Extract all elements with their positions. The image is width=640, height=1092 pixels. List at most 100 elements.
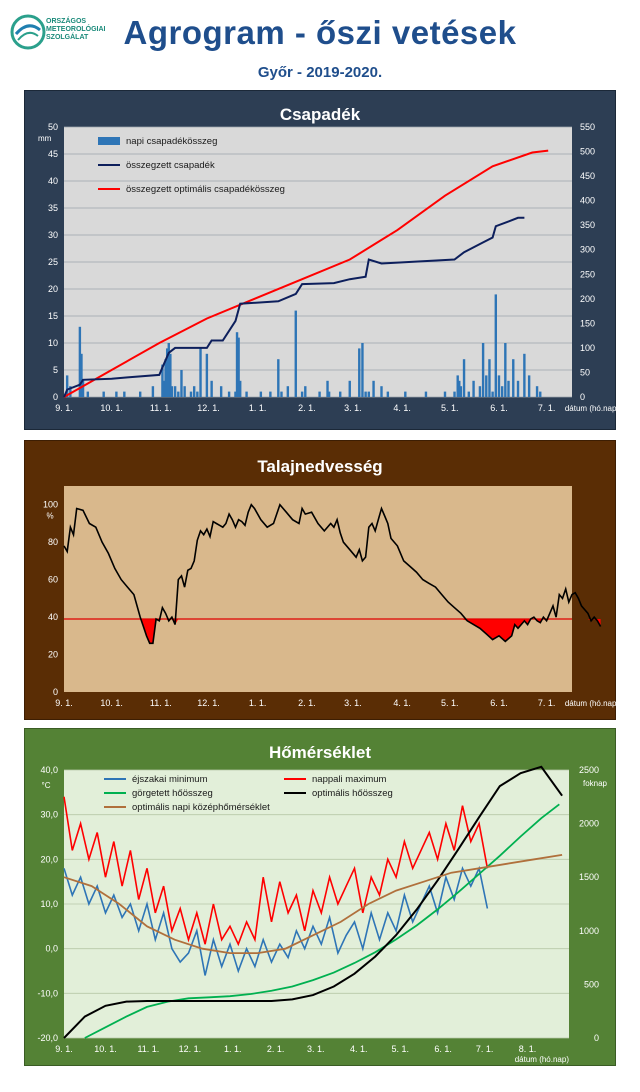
y2-tick-label: 0 bbox=[580, 392, 585, 402]
precipitation-bar bbox=[162, 380, 166, 397]
legend-label: napi csapadékösszeg bbox=[126, 136, 217, 147]
page-subtitle: Győr - 2019-2020. bbox=[257, 64, 383, 81]
x-tick-label: 5. 1. bbox=[391, 1044, 409, 1054]
precipitation-panel: Csapadék05101520253035404550050100150200… bbox=[24, 90, 616, 430]
precipitation-bar bbox=[167, 343, 170, 397]
precipitation-bar bbox=[237, 337, 240, 397]
precipitation-bar bbox=[80, 353, 83, 397]
x-axis-label: dátum (hó.nap) bbox=[565, 404, 616, 413]
legend-label: optimális hőösszeg bbox=[312, 788, 393, 799]
precipitation-bar bbox=[458, 380, 461, 397]
y-tick-label: 20 bbox=[48, 284, 58, 294]
precipitation-bar bbox=[485, 375, 488, 397]
y-tick-label: 30 bbox=[48, 230, 58, 240]
precipitation-bar bbox=[497, 375, 501, 397]
precipitation-bar bbox=[467, 391, 471, 397]
x-axis-label: dátum (hó.nap) bbox=[515, 1055, 570, 1064]
x-tick-label: 6. 1. bbox=[490, 698, 508, 708]
precipitation-bar bbox=[199, 348, 202, 397]
x-tick-label: 12. 1. bbox=[197, 403, 220, 413]
chart-title: Talajnedvesség bbox=[257, 457, 382, 476]
y2-tick-label: 300 bbox=[580, 245, 595, 255]
y2-tick-label: 2000 bbox=[579, 819, 599, 829]
y-tick-label: 100 bbox=[43, 500, 58, 510]
precipitation-bar bbox=[196, 391, 199, 397]
series-line bbox=[63, 854, 563, 954]
y2-axis-unit: foknap bbox=[583, 779, 608, 788]
y2-tick-label: 500 bbox=[580, 147, 595, 157]
y-tick-label: 0,0 bbox=[45, 944, 58, 954]
legend-label: összegzett csapadék bbox=[126, 160, 215, 171]
x-tick-label: 9. 1. bbox=[55, 403, 73, 413]
y2-tick-label: 400 bbox=[580, 196, 595, 206]
x-tick-label: 6. 1. bbox=[434, 1044, 452, 1054]
y-tick-label: -10,0 bbox=[37, 988, 58, 998]
x-tick-label: 3. 1. bbox=[344, 403, 362, 413]
precipitation-bar bbox=[372, 380, 375, 397]
x-tick-label: 11. 1. bbox=[150, 403, 172, 413]
x-tick-label: 10. 1. bbox=[100, 698, 123, 708]
x-tick-label: 3. 1. bbox=[307, 1044, 325, 1054]
precipitation-bar bbox=[81, 380, 85, 397]
logo-icon bbox=[10, 14, 46, 50]
y-axis-unit: °C bbox=[42, 781, 51, 790]
precipitation-bar bbox=[300, 391, 304, 397]
precipitation-bar bbox=[535, 386, 539, 397]
precipitation-bar bbox=[115, 391, 118, 397]
y2-tick-label: 1000 bbox=[579, 926, 599, 936]
y-tick-label: 10 bbox=[48, 338, 58, 348]
x-tick-label: 5. 1. bbox=[441, 698, 459, 708]
y-tick-label: 10,0 bbox=[40, 899, 58, 909]
y-axis-unit: % bbox=[46, 512, 53, 521]
y2-tick-label: 200 bbox=[580, 294, 595, 304]
y-tick-label: 0 bbox=[53, 392, 58, 402]
y-tick-label: 80 bbox=[48, 537, 58, 547]
precipitation-bar bbox=[177, 391, 180, 397]
cumulative-precip-line bbox=[63, 216, 525, 398]
deficit-area bbox=[140, 619, 601, 644]
x-tick-label: 9. 1. bbox=[55, 698, 73, 708]
y2-tick-label: 550 bbox=[580, 122, 595, 132]
precipitation-bar bbox=[424, 391, 428, 397]
precipitation-bar bbox=[164, 359, 167, 397]
precipitation-bar bbox=[481, 343, 485, 397]
precipitation-bar bbox=[78, 326, 82, 397]
x-tick-label: 1. 1. bbox=[249, 403, 267, 413]
y2-tick-label: 450 bbox=[580, 171, 595, 181]
precipitation-bar bbox=[139, 391, 142, 397]
optimal-cumulative-line bbox=[63, 149, 549, 398]
precipitation-bar bbox=[123, 391, 126, 397]
precipitation-bar bbox=[269, 391, 272, 397]
x-tick-label: 7. 1. bbox=[538, 403, 556, 413]
y-tick-label: 40,0 bbox=[40, 765, 58, 775]
precipitation-bar bbox=[443, 391, 447, 397]
precipitation-bar bbox=[165, 348, 169, 397]
x-tick-label: 12. 1. bbox=[197, 698, 220, 708]
x-tick-label: 2. 1. bbox=[267, 1044, 285, 1054]
precipitation-bar bbox=[169, 353, 172, 397]
y-tick-label: -20,0 bbox=[37, 1033, 58, 1043]
precipitation-bar bbox=[358, 348, 361, 397]
temperature-panel: Hőmérséklet -20,0 -10,0 0,0 10,0 20,0 30,0 40,0… bbox=[24, 728, 616, 1066]
precipitation-bar bbox=[205, 353, 209, 397]
precipitation-bar bbox=[364, 391, 367, 397]
x-tick-label: 5. 1. bbox=[441, 403, 459, 413]
precipitation-bar bbox=[259, 391, 263, 397]
precipitation-bar bbox=[245, 391, 248, 397]
precipitation-bar bbox=[235, 332, 239, 397]
precipitation-bar bbox=[161, 364, 164, 397]
soil-moisture-line bbox=[63, 503, 602, 645]
precipitation-bar bbox=[339, 391, 342, 397]
x-tick-label: 11. 1. bbox=[137, 1044, 159, 1054]
precipitation-bar bbox=[189, 391, 193, 397]
precipitation-bar bbox=[512, 359, 515, 397]
precipitation-bar bbox=[304, 386, 307, 397]
x-tick-label: 7. 1. bbox=[476, 1044, 494, 1054]
y-tick-label: 40 bbox=[48, 176, 58, 186]
precipitation-bar bbox=[478, 386, 482, 397]
precipitation-bar bbox=[173, 386, 177, 397]
precipitation-bar bbox=[462, 359, 466, 397]
x-tick-label: 10. 1. bbox=[94, 1044, 117, 1054]
precipitation-bar bbox=[523, 353, 526, 397]
precipitation-bar bbox=[102, 391, 105, 397]
